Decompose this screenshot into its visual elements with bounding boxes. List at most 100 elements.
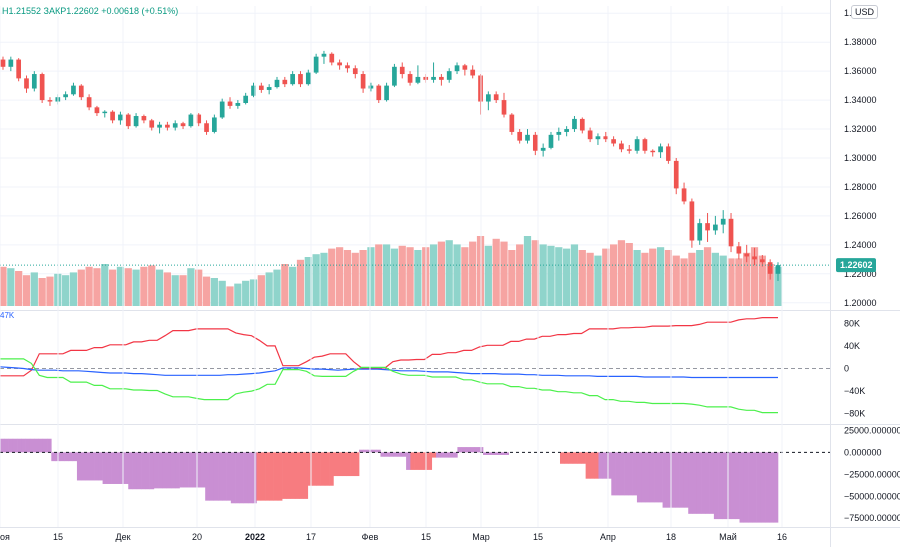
volume-bar [429, 244, 438, 306]
histogram-bar [29, 438, 35, 453]
histogram-bar [483, 452, 488, 455]
volume-bar [672, 255, 680, 306]
histogram-bar [594, 452, 599, 479]
histogram-bar [333, 452, 339, 477]
histogram-bar [752, 452, 757, 523]
candle-body [720, 218, 726, 225]
candle-body [470, 69, 476, 76]
candle-body [125, 114, 131, 127]
volume-bar [148, 265, 156, 306]
volume-bar [547, 245, 555, 306]
histogram-bar [200, 452, 206, 488]
candle-body [345, 65, 350, 69]
volume-bar [766, 264, 774, 306]
histogram-bar [577, 452, 582, 464]
histogram-bar [658, 452, 663, 503]
histogram-bar [196, 452, 202, 488]
candle-body [376, 85, 382, 101]
volume-bar [688, 252, 696, 306]
volume-bar [163, 272, 172, 306]
histogram-bar [341, 452, 347, 477]
histogram-bar [448, 452, 454, 458]
histogram-bar [183, 452, 189, 488]
volume-bar [617, 240, 626, 306]
histogram-bar [290, 452, 296, 499]
volume-bar [382, 244, 391, 306]
x-tick-label: 15 [53, 532, 63, 542]
volume-bar [0, 266, 7, 306]
candle-body [219, 101, 225, 118]
histogram-bar [218, 452, 223, 501]
volume-bar [202, 276, 211, 306]
candle-body [24, 78, 29, 89]
histogram-bar [769, 452, 775, 523]
histogram-bar [282, 452, 287, 499]
volume-bar [195, 269, 203, 306]
histogram-bar [572, 452, 578, 464]
candle-body [603, 136, 609, 140]
histogram-bar [436, 452, 441, 458]
histogram-bar [269, 452, 274, 501]
histogram-bar [94, 452, 99, 481]
volume-bar [312, 254, 320, 306]
candle-body [415, 76, 421, 83]
y-tick-label: −50000.000000 [844, 491, 900, 501]
volume-bar [296, 259, 305, 306]
x-tick-label: Апр [600, 532, 616, 542]
x-tick-label: Мар [472, 532, 490, 542]
histogram-bar [303, 452, 309, 499]
volume-bar [320, 252, 328, 306]
histogram-bar [205, 452, 210, 501]
y-tick-label: 40K [844, 341, 860, 351]
candle-body [78, 85, 84, 98]
histogram-bar [98, 452, 103, 481]
y-tick-label: 1.28000 [844, 182, 877, 192]
histogram-bar [145, 452, 150, 490]
candle-body [399, 66, 405, 75]
histogram-bar [765, 452, 770, 523]
y-tick-label: 0.000000 [844, 447, 882, 457]
histogram-bar [743, 452, 749, 523]
volume-bar [453, 244, 461, 306]
candle-body [705, 223, 710, 231]
histogram-bar [773, 452, 779, 523]
candle-body [454, 65, 460, 72]
candle-body [728, 218, 734, 247]
histogram-bar [666, 452, 672, 508]
candle-body [86, 97, 92, 108]
histogram-bar [491, 452, 497, 455]
candle-body [251, 85, 256, 96]
candle-body [71, 85, 76, 95]
histogram-bar [726, 452, 732, 520]
candle-body [47, 100, 53, 102]
volume-bar [234, 283, 242, 306]
histogram-bar [12, 438, 18, 453]
volume-bar [179, 275, 187, 306]
histogram-bar [662, 452, 668, 508]
x-tick-label: Дек [115, 532, 130, 542]
candle-body [619, 143, 624, 150]
histogram-bar [179, 452, 185, 488]
histogram-bar [21, 438, 26, 453]
histogram-bar [696, 452, 702, 514]
volume-bar [516, 244, 524, 306]
histogram-bar [611, 452, 616, 496]
histogram-bar [213, 452, 219, 501]
histogram-bar [34, 438, 39, 453]
histogram-bar [350, 452, 356, 477]
currency-badge[interactable]: USD [850, 5, 878, 19]
histogram-bar [89, 452, 95, 481]
histogram-bar [252, 452, 257, 504]
volume-bar [132, 269, 140, 306]
candle-body [572, 118, 577, 130]
histogram-bar [294, 452, 300, 499]
volume-bar [735, 258, 743, 306]
volume-bar [633, 250, 641, 306]
y-tick-label: 1.36000 [844, 66, 877, 76]
histogram-bar [581, 452, 586, 464]
histogram-bar [47, 438, 52, 453]
volume-bar [774, 266, 782, 306]
volume-bar [437, 241, 445, 306]
